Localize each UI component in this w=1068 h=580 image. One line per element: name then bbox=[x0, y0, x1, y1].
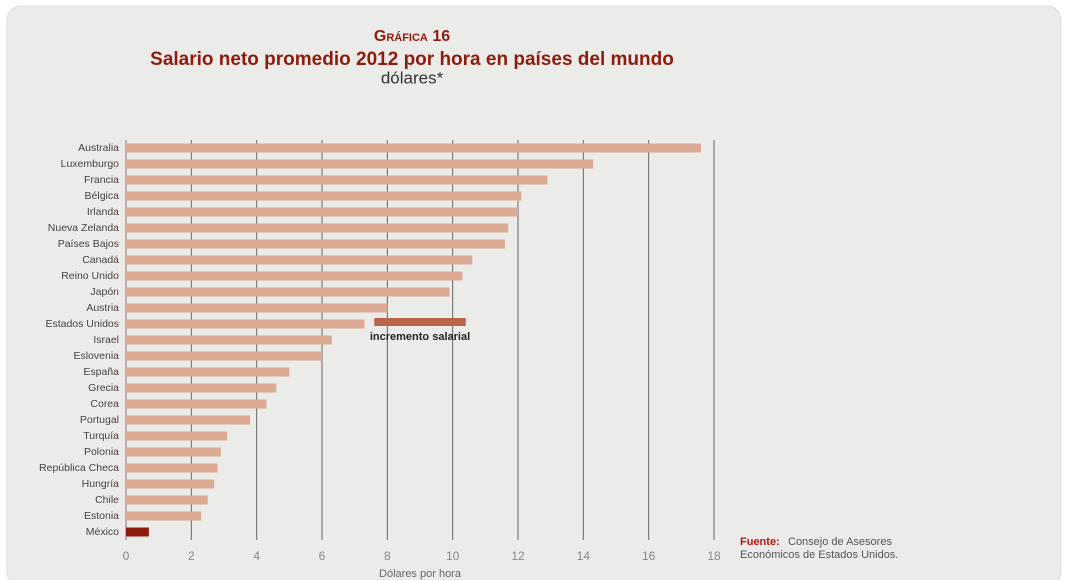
y-tick-label: República Checa bbox=[39, 462, 119, 474]
bar bbox=[126, 383, 277, 393]
y-tick-label: Francia bbox=[84, 174, 119, 186]
x-axis-label: Dólares por hora bbox=[379, 568, 462, 580]
source-label: Fuente: bbox=[740, 536, 780, 548]
y-tick-label: Chile bbox=[95, 494, 119, 506]
bar bbox=[126, 207, 518, 217]
y-tick-label: Israel bbox=[93, 334, 119, 346]
x-tick-label: 16 bbox=[642, 549, 656, 563]
bar bbox=[126, 303, 388, 313]
bar bbox=[126, 463, 218, 473]
x-tick-label: 10 bbox=[446, 549, 460, 563]
y-tick-label: Países Bajos bbox=[58, 238, 119, 250]
bar bbox=[126, 319, 365, 329]
y-tick-label: Reino Unido bbox=[61, 270, 119, 282]
bar bbox=[126, 351, 322, 361]
y-tick-label: México bbox=[86, 526, 119, 538]
y-tick-label: Estonia bbox=[84, 510, 119, 522]
y-tick-label: Estados Unidos bbox=[45, 318, 119, 330]
bar bbox=[126, 143, 701, 153]
bar bbox=[126, 431, 228, 441]
y-tick-label: Nueva Zelanda bbox=[48, 222, 119, 234]
y-tick-label: Corea bbox=[90, 398, 119, 410]
x-tick-label: 2 bbox=[188, 549, 195, 563]
y-tick-label: España bbox=[83, 366, 119, 378]
x-tick-label: 0 bbox=[123, 549, 130, 563]
y-tick-label: Irlanda bbox=[87, 206, 119, 218]
source-text: Consejo de Asesores bbox=[788, 536, 892, 548]
y-tick-label: Japón bbox=[90, 286, 119, 298]
x-tick-label: 8 bbox=[384, 549, 391, 563]
bar bbox=[126, 367, 290, 377]
bar bbox=[126, 527, 149, 537]
bar bbox=[126, 511, 202, 521]
bar bbox=[126, 175, 548, 185]
source-text: Económicos de Estados Unidos. bbox=[740, 549, 898, 561]
chart-title: Salario neto promedio 2012 por hora en p… bbox=[150, 49, 674, 70]
x-tick-label: 14 bbox=[577, 549, 591, 563]
bar bbox=[126, 159, 594, 169]
y-tick-label: Hungría bbox=[82, 478, 120, 490]
bar bbox=[126, 287, 450, 297]
y-tick-label: Grecia bbox=[88, 382, 119, 394]
x-tick-label: 12 bbox=[511, 549, 525, 563]
chart-subtitle: dólares* bbox=[381, 68, 444, 87]
bar bbox=[126, 239, 505, 249]
bar bbox=[126, 255, 473, 265]
y-tick-label: Luxemburgo bbox=[61, 158, 120, 170]
y-tick-label: Bélgica bbox=[85, 190, 120, 202]
bar bbox=[126, 335, 332, 345]
chart-kicker: Gráfica 16 bbox=[374, 28, 450, 45]
y-tick-label: Australia bbox=[78, 142, 119, 154]
y-tick-label: Portugal bbox=[80, 414, 119, 426]
y-tick-label: Eslovenia bbox=[73, 350, 119, 362]
bar bbox=[126, 399, 267, 409]
x-tick-label: 6 bbox=[319, 549, 326, 563]
annotation-label: incremento salarial bbox=[370, 331, 470, 343]
bar bbox=[126, 223, 509, 233]
bar bbox=[126, 271, 463, 281]
bar bbox=[126, 495, 208, 505]
annotation-bar bbox=[374, 318, 466, 326]
y-tick-label: Austria bbox=[86, 302, 119, 314]
y-tick-label: Polonia bbox=[84, 446, 119, 458]
bar bbox=[126, 191, 522, 201]
bar bbox=[126, 447, 221, 457]
bar bbox=[126, 415, 251, 425]
bar bbox=[126, 479, 215, 489]
x-tick-label: 18 bbox=[707, 549, 721, 563]
y-tick-label: Canadá bbox=[82, 254, 119, 266]
x-tick-label: 4 bbox=[253, 549, 260, 563]
y-tick-label: Turquía bbox=[83, 430, 119, 442]
